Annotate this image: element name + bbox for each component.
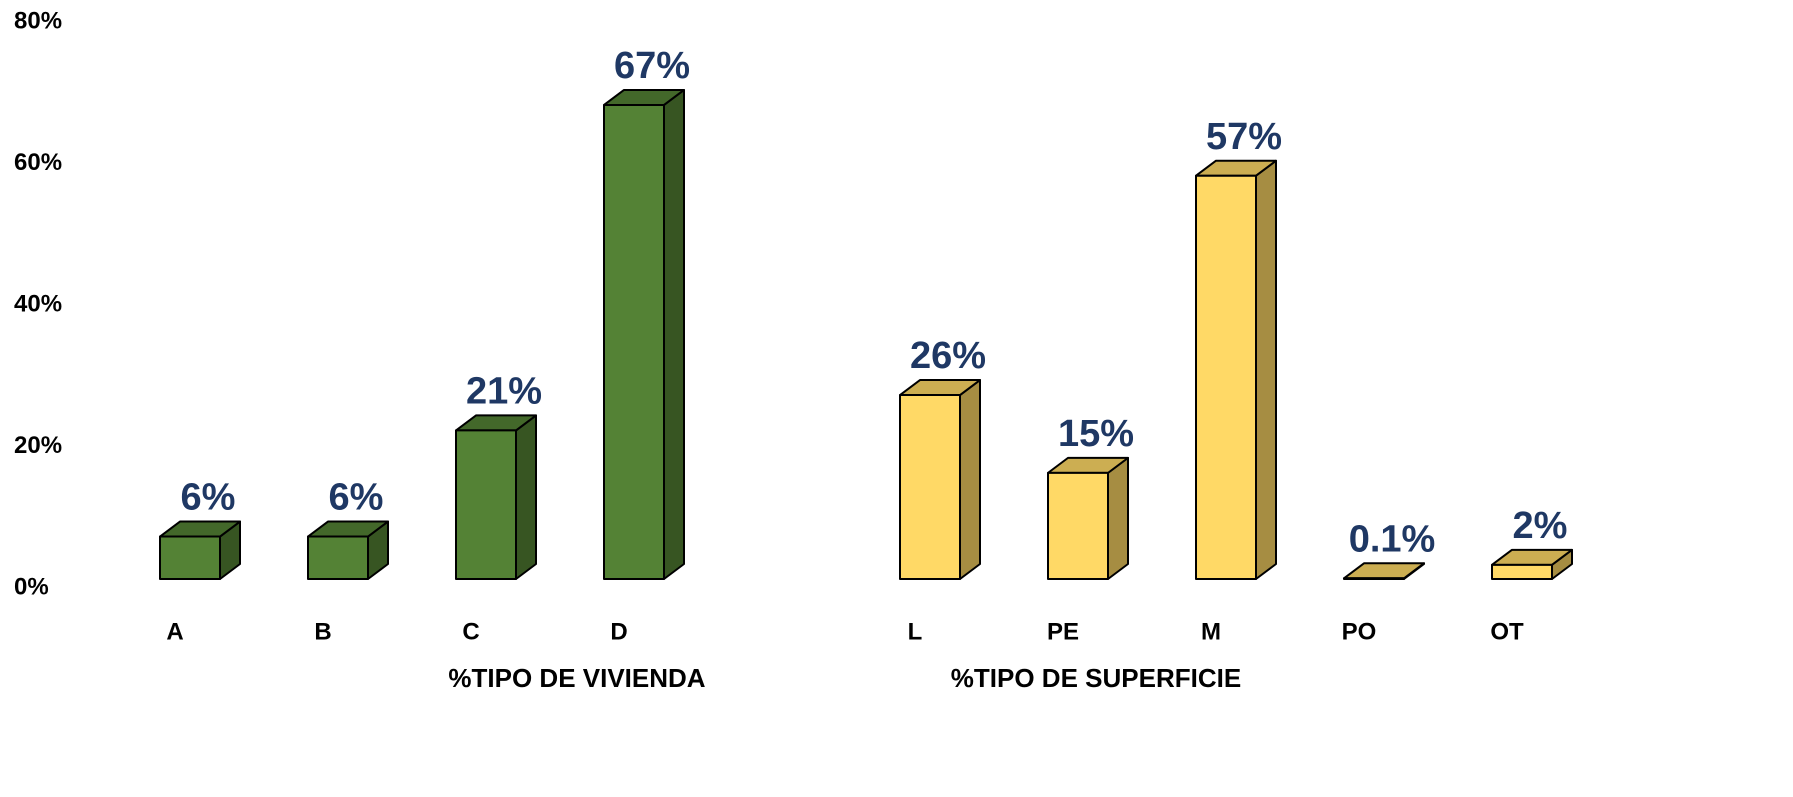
x-tick-label: B [314,618,331,645]
bar-top [1343,562,1425,580]
bar-front [455,429,517,580]
value-label: 6% [181,477,236,519]
bar-front [1491,563,1553,580]
bar-side [1255,159,1277,580]
value-label: 2% [1513,505,1568,547]
bar [1491,548,1573,580]
bar [899,379,981,580]
bar-front [899,394,961,580]
bar [1343,562,1425,580]
value-label: 57% [1206,116,1282,158]
bar-front [603,103,665,580]
y-tick-label: 80% [14,7,62,34]
bar-front [1343,577,1405,580]
bar [455,414,537,580]
x-tick-label: PE [1047,618,1079,645]
x-tick-label: OT [1490,618,1524,645]
x-tick-label: PO [1342,618,1377,645]
x-tick-label: D [610,618,627,645]
bar [307,520,389,580]
y-tick-label: 40% [14,290,62,317]
value-label: 26% [910,335,986,377]
bar-front [1195,174,1257,580]
value-label: 15% [1058,413,1134,455]
bar-front [307,535,369,580]
bar-side [1107,456,1129,580]
bar [603,88,685,580]
bar [1047,456,1129,580]
y-tick-label: 20% [14,432,62,459]
bar-side [515,414,537,580]
x-tick-label: L [908,618,923,645]
bar-front [159,535,221,580]
x-tick-label: C [462,618,479,645]
bar [1195,159,1277,580]
bar [159,520,241,580]
y-tick-label: 60% [14,149,62,176]
value-label: 0.1% [1349,518,1436,560]
value-label: 67% [614,45,690,87]
bar-side [663,88,685,580]
group-label: %TIPO DE VIVIENDA [448,663,705,693]
value-label: 6% [329,477,384,519]
value-label: 21% [466,370,542,412]
group-label: %TIPO DE SUPERFICIE [951,663,1241,693]
bar-side [959,379,981,580]
x-tick-label: M [1201,618,1221,645]
x-tick-label: A [166,618,183,645]
bar-front [1047,471,1109,580]
y-tick-label: 0% [14,573,49,600]
